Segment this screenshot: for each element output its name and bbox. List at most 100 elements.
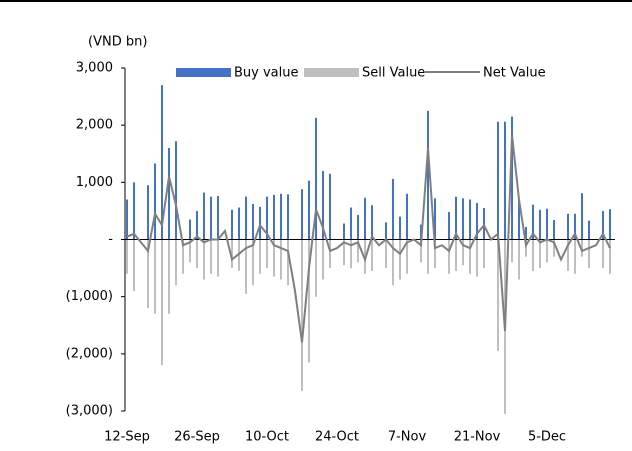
bar [238, 239, 240, 271]
net-line [126, 134, 611, 343]
bar [175, 141, 177, 240]
bar [231, 209, 233, 240]
bar [315, 239, 317, 297]
legend-label: Net Value [483, 66, 546, 81]
legend-label: Buy value [234, 66, 299, 81]
bar [133, 239, 135, 291]
bar [448, 212, 450, 240]
y-axis-label: (VND bn) [88, 35, 147, 50]
y-tick-label: - [108, 232, 113, 247]
bar [427, 239, 429, 274]
x-tick-label: 24-Oct [315, 430, 359, 445]
bar [287, 194, 289, 240]
bar [567, 213, 569, 240]
bar [427, 110, 429, 240]
bar [385, 239, 387, 269]
bar [448, 239, 450, 274]
bar [602, 239, 604, 269]
bar [574, 213, 576, 240]
bar [525, 226, 527, 240]
bar [168, 239, 170, 314]
x-tick-label: 12-Sep [104, 430, 150, 445]
bar [238, 207, 240, 240]
y-tick-label: (1,000) [66, 289, 113, 304]
bar [455, 196, 457, 240]
bar [161, 85, 163, 240]
legend-swatch [304, 68, 359, 77]
bar [602, 210, 604, 240]
bar [245, 239, 247, 294]
bar [217, 239, 219, 277]
bar [364, 197, 366, 240]
bar [329, 173, 331, 240]
bar [539, 209, 541, 240]
x-tick-label: 5-Dec [528, 430, 566, 445]
bar [126, 239, 128, 274]
bar [273, 239, 275, 277]
bar [392, 239, 394, 286]
bar [588, 220, 590, 240]
bar [154, 163, 156, 240]
bar [322, 170, 324, 240]
bar [315, 117, 317, 240]
bar [588, 239, 590, 269]
bar [567, 239, 569, 271]
bar [189, 219, 191, 240]
bar [539, 239, 541, 269]
bar [329, 239, 331, 269]
bar [483, 239, 485, 269]
bar [462, 198, 464, 240]
bar [497, 121, 499, 240]
bar [147, 239, 149, 309]
bar [511, 116, 513, 240]
bar [133, 182, 135, 240]
bar [546, 239, 548, 263]
bar [497, 239, 499, 351]
legend-swatch [176, 68, 231, 77]
bar [399, 216, 401, 240]
bar [147, 185, 149, 240]
bar [357, 214, 359, 240]
bar [308, 180, 310, 240]
bar [259, 239, 261, 274]
bar [399, 239, 401, 280]
bar [350, 207, 352, 240]
bar [280, 239, 282, 280]
bar [175, 239, 177, 286]
bar [203, 192, 205, 240]
bar [609, 239, 611, 274]
bar [273, 194, 275, 240]
bar [581, 193, 583, 240]
bar [308, 239, 310, 363]
bar [210, 239, 212, 274]
bar [553, 239, 555, 257]
bar [406, 239, 408, 274]
bar [154, 239, 156, 314]
bar [371, 239, 373, 271]
bar [469, 239, 471, 274]
bar [476, 239, 478, 277]
bar [434, 239, 436, 269]
bar [518, 199, 520, 240]
bar [252, 239, 254, 286]
bar [371, 205, 373, 240]
bar [196, 239, 198, 269]
bar [196, 210, 198, 240]
bar [546, 208, 548, 240]
bar [266, 196, 268, 240]
bar [532, 239, 534, 271]
x-tick-label: 7-Nov [388, 430, 427, 445]
bar [126, 199, 128, 240]
bar [525, 239, 527, 257]
bar [287, 239, 289, 286]
x-tick-label: 26-Sep [174, 430, 220, 445]
y-tick-label: 2,000 [76, 118, 113, 133]
bar [392, 178, 394, 240]
bar [350, 239, 352, 269]
bar [532, 204, 534, 240]
y-tick-label: 3,000 [76, 61, 113, 76]
bar [280, 193, 282, 240]
bar [210, 196, 212, 240]
bar [385, 222, 387, 240]
bar [469, 199, 471, 240]
